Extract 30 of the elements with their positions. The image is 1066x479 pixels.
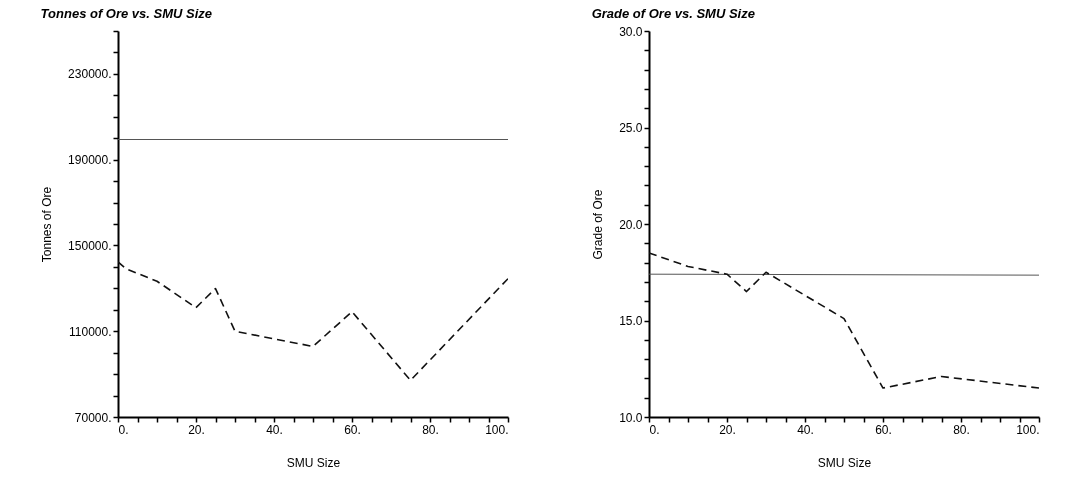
y-tick-label: 230000. bbox=[68, 67, 112, 82]
x-axis-title: SMU Size bbox=[817, 455, 872, 470]
x-tick-label: 60. bbox=[344, 422, 361, 437]
x-tick-label: 20. bbox=[719, 422, 736, 437]
x-tick-label: 0. bbox=[649, 422, 660, 437]
line-series bbox=[118, 261, 508, 382]
chart-title: Tonnes of Ore vs. SMU Size bbox=[40, 6, 213, 21]
y-axis-title: Grade of Ore bbox=[591, 189, 606, 260]
x-tick-label: 0. bbox=[118, 422, 129, 437]
x-axis-title: SMU Size bbox=[286, 455, 341, 470]
y-tick-label: 30.0 bbox=[619, 24, 643, 39]
x-tick-label: 40. bbox=[266, 422, 283, 437]
y-tick-label: 10.0 bbox=[619, 410, 643, 425]
y-tick-label: 20.0 bbox=[619, 217, 643, 232]
x-tick-label: 20. bbox=[188, 422, 205, 437]
x-tick-label: 60. bbox=[875, 422, 892, 437]
line-series bbox=[649, 252, 1039, 389]
x-tick-label: 40. bbox=[797, 422, 814, 437]
x-tick-label: 80. bbox=[422, 422, 439, 437]
y-tick-label: 190000. bbox=[68, 153, 112, 168]
chart-title: Grade of Ore vs. SMU Size bbox=[591, 6, 755, 21]
y-tick-label: 150000. bbox=[68, 238, 112, 253]
x-tick-label: 100. bbox=[1016, 422, 1040, 437]
x-tick-label: 80. bbox=[953, 422, 970, 437]
y-tick-label: 70000. bbox=[74, 410, 112, 425]
y-tick-label: 110000. bbox=[69, 324, 112, 339]
x-tick-label: 100. bbox=[485, 422, 509, 437]
y-tick-label: 15.0 bbox=[619, 314, 643, 328]
y-axis-title: Tonnes of Ore bbox=[40, 186, 55, 263]
y-tick-label: 25.0 bbox=[619, 121, 643, 135]
